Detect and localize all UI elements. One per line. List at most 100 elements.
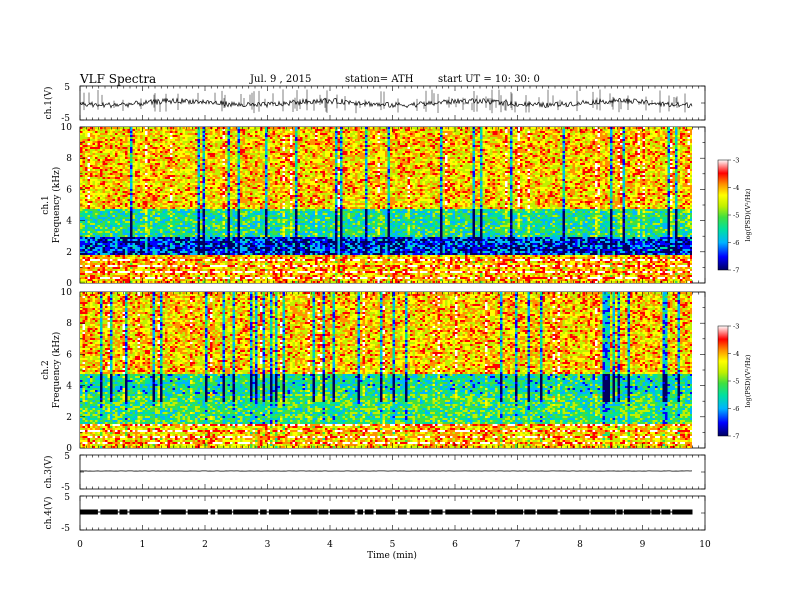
spectrogram-cell bbox=[155, 145, 158, 148]
spectrogram-cell bbox=[437, 133, 441, 136]
spectrogram-cell bbox=[607, 137, 611, 140]
spectrogram-cell bbox=[325, 131, 328, 134]
spectrogram-cell bbox=[375, 147, 378, 150]
spectrogram-cell bbox=[135, 129, 138, 132]
spectrogram-cell bbox=[270, 147, 273, 150]
spectrogram-cell bbox=[252, 167, 256, 170]
spectrogram-cell bbox=[485, 163, 488, 166]
spectrogram-cell bbox=[205, 143, 208, 146]
spectrogram-cell bbox=[630, 157, 633, 160]
spectrogram-cell bbox=[662, 147, 666, 150]
spectrogram-cell bbox=[125, 137, 128, 140]
spectrogram-cell bbox=[90, 133, 93, 136]
spectrogram-cell bbox=[325, 161, 328, 164]
spectrogram-cell bbox=[327, 159, 331, 162]
spectrogram-cell bbox=[445, 161, 448, 164]
spectrogram-cell bbox=[195, 129, 198, 132]
spectrogram-cell bbox=[360, 131, 363, 134]
spectrogram-cell bbox=[132, 167, 136, 170]
spectrogram-cell bbox=[545, 145, 548, 148]
spectrogram-cell bbox=[650, 161, 653, 164]
spectrogram-cell bbox=[437, 127, 441, 130]
spectrogram-cell bbox=[375, 131, 378, 134]
spectrogram-cell bbox=[512, 129, 516, 132]
spectrogram-cell bbox=[117, 157, 121, 160]
spectrogram-cell bbox=[675, 155, 678, 158]
spectrogram-cell bbox=[417, 159, 421, 162]
spectrogram-cell bbox=[182, 149, 186, 152]
spectrogram-cell bbox=[627, 163, 631, 166]
spectrogram-cell bbox=[500, 131, 503, 134]
spectrogram-cell bbox=[410, 145, 413, 148]
spectrogram-cell bbox=[387, 147, 391, 150]
spectrogram-cell bbox=[602, 133, 606, 136]
spectrogram-cell bbox=[285, 143, 288, 146]
spectrogram-cell bbox=[422, 129, 426, 132]
spectrogram-cell bbox=[367, 139, 371, 142]
spectrogram-cell bbox=[572, 165, 576, 168]
spectrogram-cell bbox=[320, 133, 323, 136]
spectrogram-cell bbox=[252, 131, 256, 134]
spectrogram-cell bbox=[97, 143, 101, 146]
spectrogram-cell bbox=[295, 131, 298, 134]
spectrogram-cell bbox=[652, 127, 656, 130]
spectrogram-cell bbox=[630, 163, 633, 166]
spectrogram-cell bbox=[557, 139, 561, 142]
spectrogram-cell bbox=[540, 143, 543, 146]
spectrogram-cell bbox=[207, 129, 211, 132]
spectrogram-cell bbox=[85, 137, 88, 140]
spectrogram-cell bbox=[545, 151, 548, 154]
spectrogram-cell bbox=[605, 135, 608, 138]
spectrogram-cell bbox=[277, 161, 281, 164]
spectrogram-cell bbox=[92, 139, 96, 142]
spectrogram-cell bbox=[225, 137, 228, 140]
spectrogram-cell bbox=[540, 149, 543, 152]
spectrogram-cell bbox=[652, 155, 656, 158]
spectrogram-cell bbox=[477, 149, 481, 152]
spectrogram-cell bbox=[565, 151, 568, 154]
spectrogram-cell bbox=[455, 153, 458, 156]
spectrogram-cell bbox=[295, 149, 298, 152]
spectrogram-cell bbox=[467, 131, 471, 134]
spectrogram-cell bbox=[217, 129, 221, 132]
spectrogram-cell bbox=[365, 159, 368, 162]
spectrogram-cell bbox=[360, 147, 363, 150]
spectrogram-cell bbox=[522, 135, 526, 138]
spectrogram-cell bbox=[337, 147, 341, 150]
spectrogram-cell bbox=[385, 155, 388, 158]
spectrogram-cell bbox=[392, 147, 396, 150]
spectrogram-cell bbox=[327, 137, 331, 140]
spectrogram-cell bbox=[245, 165, 248, 168]
spectrogram-cell bbox=[342, 137, 346, 140]
spectrogram-cell bbox=[165, 147, 168, 150]
spectrogram-cell bbox=[570, 129, 573, 132]
spectrogram-cell bbox=[462, 131, 466, 134]
spectrogram-cell bbox=[277, 155, 281, 158]
spectrogram-cell bbox=[585, 149, 588, 152]
spectrogram-cell bbox=[105, 139, 108, 142]
spectrogram-cell bbox=[642, 131, 646, 134]
spectrogram-cell bbox=[565, 149, 568, 152]
spectrogram-cell bbox=[80, 147, 83, 150]
spectrogram-cell bbox=[405, 161, 408, 164]
spectrogram-cell bbox=[392, 141, 396, 144]
spectrogram-cell bbox=[442, 139, 446, 142]
spectrogram-cell bbox=[667, 131, 671, 134]
spectrogram-cell bbox=[675, 135, 678, 138]
spectrogram-cell bbox=[362, 145, 366, 148]
spectrogram-cell bbox=[235, 131, 238, 134]
spectrogram-cell bbox=[682, 145, 686, 148]
spectrogram-cell bbox=[627, 131, 631, 134]
spectrogram-cell bbox=[307, 127, 311, 130]
spectrogram-cell bbox=[625, 159, 628, 162]
spectrogram-cell bbox=[425, 139, 428, 142]
spectrogram-cell bbox=[200, 153, 203, 156]
spectrogram-cell bbox=[315, 151, 318, 154]
spectrogram-cell bbox=[465, 161, 468, 164]
spectrogram-cell bbox=[145, 149, 148, 152]
spectrogram-cell bbox=[595, 165, 598, 168]
spectrogram-cell bbox=[577, 133, 581, 136]
spectrogram-cell bbox=[635, 141, 638, 144]
spectrogram-cell bbox=[517, 157, 521, 160]
spectrogram-cell bbox=[520, 131, 523, 134]
